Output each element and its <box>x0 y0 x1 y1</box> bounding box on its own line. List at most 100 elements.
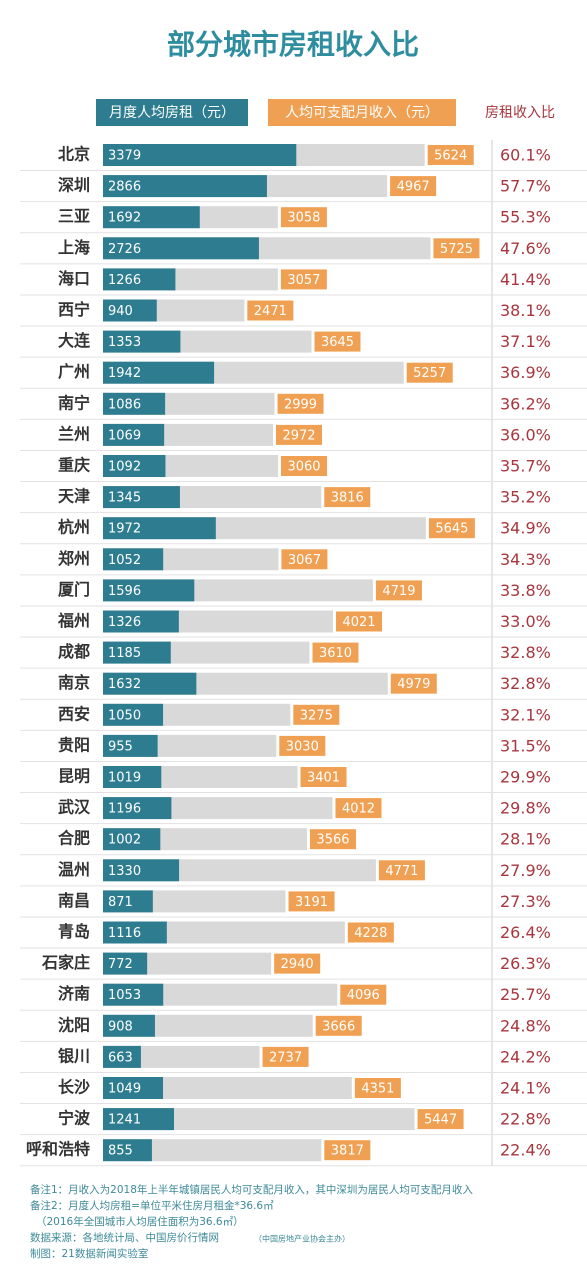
ratio-label: 34.9% <box>500 519 551 538</box>
income-label-box <box>428 518 475 539</box>
rent-bar <box>103 175 267 198</box>
income-label: 5447 <box>424 1113 457 1128</box>
legend-label: 房租收入比 <box>485 105 555 121</box>
rent-bar <box>103 921 167 944</box>
income-bar <box>103 1077 352 1099</box>
y-tick-label: 武汉 <box>58 798 91 817</box>
ratio-label: 27.3% <box>500 892 551 911</box>
income-bar <box>103 1139 322 1162</box>
y-tick-label: 济南 <box>58 984 90 1003</box>
income-label-box <box>277 393 324 414</box>
note: 备注1：月收入为2018年上半年城镇居民人均可支配月收入，其中深圳为居民人均可支… <box>30 1183 473 1196</box>
ratio-label: 24.2% <box>500 1047 551 1066</box>
ratio-label: 35.7% <box>500 457 551 476</box>
y-tick-label: 西安 <box>58 704 90 723</box>
rent-bar <box>103 610 179 633</box>
rent-bar <box>103 517 216 540</box>
rent-bar <box>103 1045 141 1068</box>
y-tick-label: 深圳 <box>58 176 90 195</box>
rent-label: 908 <box>108 1019 133 1034</box>
rent-label: 940 <box>108 304 133 319</box>
rent-label: 1092 <box>108 460 141 475</box>
rent-label: 1596 <box>108 584 141 599</box>
income-label: 4012 <box>342 802 375 817</box>
rent-label: 1330 <box>108 864 141 879</box>
income-label: 3060 <box>287 460 320 475</box>
note: （2016年全国城市人均居住面积为36.6㎡） <box>36 1215 244 1228</box>
income-label: 5645 <box>435 522 468 537</box>
legend-swatch <box>268 99 456 126</box>
ratio-label: 28.1% <box>500 830 551 849</box>
ratio-label: 38.1% <box>500 301 551 320</box>
rent-bar <box>103 548 164 571</box>
ratio-label: 27.9% <box>500 861 551 880</box>
ratio-label: 22.8% <box>500 1110 551 1129</box>
rent-bar <box>103 361 215 384</box>
rent-bar <box>103 330 181 353</box>
income-label-box <box>406 362 453 383</box>
y-tick-label: 南京 <box>58 673 90 692</box>
income-label-box <box>340 984 387 1005</box>
rent-bar <box>103 672 197 695</box>
ratio-label: 26.4% <box>500 923 551 942</box>
note: （中国房地产业协会主办） <box>254 1234 350 1244</box>
income-bar <box>103 1045 260 1068</box>
y-tick-label: 贵阳 <box>58 735 90 754</box>
income-label-box <box>300 767 347 787</box>
rent-label: 3379 <box>108 149 141 164</box>
income-label: 3566 <box>316 833 349 848</box>
y-tick-label: 海口 <box>58 269 90 288</box>
income-label: 2999 <box>284 397 317 412</box>
rent-bar <box>103 890 153 913</box>
income-label-box <box>427 145 474 165</box>
y-tick-label: 昆明 <box>58 767 90 786</box>
rent-bar <box>103 268 176 291</box>
rent-bar <box>103 641 171 664</box>
y-tick-label: 南宁 <box>58 393 90 412</box>
ratio-label: 36.9% <box>500 363 551 382</box>
y-tick-label: 杭州 <box>58 518 90 537</box>
rent-bar <box>103 1108 174 1131</box>
rent-label: 1326 <box>108 615 141 630</box>
ratio-label: 47.6% <box>500 239 551 258</box>
income-label-box <box>293 704 340 725</box>
rent-bar <box>103 859 180 882</box>
rent-label: 955 <box>108 739 133 754</box>
ratio-label: 36.2% <box>500 394 551 413</box>
income-label-box <box>324 487 371 508</box>
income-label: 4771 <box>385 864 418 879</box>
income-label: 3645 <box>321 335 354 350</box>
rent-bar <box>103 1014 155 1037</box>
rent-label: 1692 <box>108 211 141 226</box>
y-tick-label: 呼和浩特 <box>26 1140 90 1159</box>
income-label-box <box>275 424 322 445</box>
rent-bar <box>103 1139 152 1162</box>
income-label-box <box>247 300 294 321</box>
income-label-box <box>288 891 335 912</box>
income-label: 2737 <box>269 1050 302 1065</box>
legend-swatch <box>96 99 248 126</box>
rent-bar <box>103 144 297 166</box>
ratio-label: 32.1% <box>500 705 551 724</box>
ratio-label: 35.2% <box>500 488 551 507</box>
income-label: 4967 <box>397 180 430 195</box>
y-tick-label: 宁波 <box>58 1109 91 1128</box>
note: 备注2：月度人均房租=单位平米住房月租金*36.6㎡ <box>30 1199 274 1212</box>
rent-bar <box>103 423 165 446</box>
income-label: 3057 <box>287 273 320 288</box>
y-tick-label: 郑州 <box>58 549 90 568</box>
income-label-box <box>324 1140 371 1161</box>
ratio-label: 36.0% <box>500 425 551 444</box>
income-label: 5624 <box>434 149 467 164</box>
income-label: 4719 <box>382 584 415 599</box>
rent-bar <box>103 237 259 260</box>
rent-bar <box>103 299 157 322</box>
rent-label: 772 <box>108 957 133 972</box>
income-label: 4979 <box>397 677 430 692</box>
income-label: 3067 <box>288 553 321 568</box>
y-tick-label: 合肥 <box>58 829 90 848</box>
ratio-label: 26.3% <box>500 954 551 973</box>
rent-label: 871 <box>108 895 133 910</box>
